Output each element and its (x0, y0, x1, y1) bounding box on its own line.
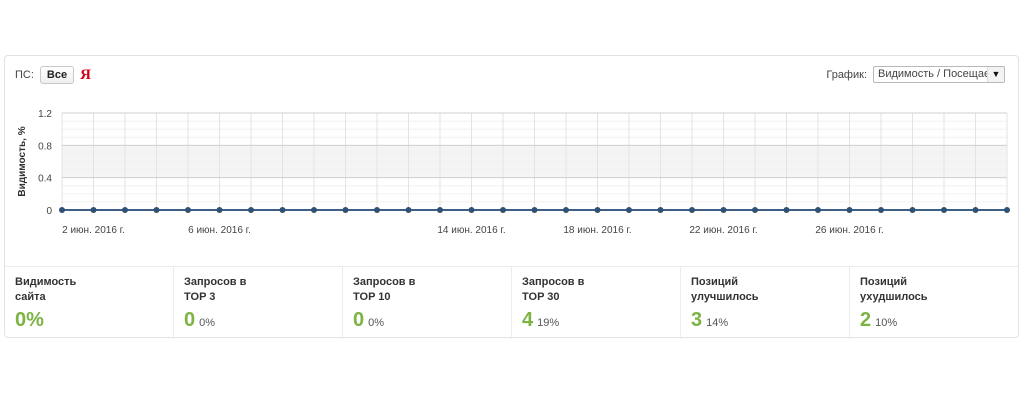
graph-selector: График: Видимость / Посещаемость ▼ (826, 66, 1005, 83)
data-point (122, 207, 128, 213)
stat-cell: Позиций улучшилось 3 14% (680, 267, 849, 339)
stat-value: 0% (15, 309, 44, 331)
data-point (153, 207, 160, 213)
stat-label: Видимость сайта (15, 276, 77, 303)
stat-percent: 14% (706, 317, 729, 329)
x-tick-label: 6 июн. 2016 г. (188, 225, 251, 236)
stat-percent: 10% (875, 317, 898, 329)
y-tick-label: 1.2 (38, 109, 52, 120)
stat-cell: Запросов в TOP 10 0 0% (342, 267, 511, 339)
data-point (846, 207, 853, 213)
ps-label: ПС: (15, 69, 34, 81)
data-point (878, 207, 884, 213)
data-point (563, 207, 569, 213)
stat-label: Запросов в TOP 10 (353, 276, 416, 303)
chevron-down-icon[interactable]: ▼ (987, 67, 1004, 82)
data-point (59, 207, 65, 213)
stat-percent: 19% (537, 317, 560, 329)
all-engines-button[interactable]: Все (39, 66, 75, 84)
stat-label: Позиций улучшилось (691, 276, 759, 303)
data-point (185, 207, 191, 213)
data-point (720, 207, 727, 213)
data-point (909, 207, 916, 213)
x-tick-label: 2 июн. 2016 г. (62, 225, 125, 236)
data-point (248, 207, 254, 213)
data-point (216, 207, 223, 213)
x-tick-label: 26 июн. 2016 г. (815, 225, 883, 236)
yandex-icon[interactable]: Я (80, 66, 91, 83)
x-tick-label: 18 июн. 2016 г. (563, 225, 631, 236)
graph-label: График: (826, 68, 867, 81)
y-tick-label: 0.4 (38, 174, 52, 185)
data-point (279, 207, 286, 213)
visibility-chart: 1.2 0.8 0.4 0 Видимость, % 2 июн. 2016 г. 6 ию… (17, 109, 1010, 236)
stat-value: 0 (353, 309, 365, 331)
data-point (941, 207, 947, 213)
search-engine-filter: ПС: Все Я (15, 64, 91, 86)
data-point (90, 207, 97, 213)
data-point (752, 207, 758, 213)
stat-cell: Запросов в TOP 30 4 19% (511, 267, 680, 339)
stat-percent: 0% (199, 317, 216, 329)
data-point (689, 207, 695, 213)
y-tick-label: 0 (46, 206, 52, 217)
data-point (311, 207, 317, 213)
stat-cell: Позиций ухудшилось 2 10% (849, 267, 1018, 339)
data-point (531, 207, 538, 213)
data-point (405, 207, 412, 213)
y-tick-label: 0.8 (38, 141, 52, 152)
data-point (626, 207, 632, 213)
x-tick-label: 22 июн. 2016 г. (689, 225, 757, 236)
graph-type-value: Видимость / Посещаемость (878, 68, 1004, 80)
data-point (783, 207, 790, 213)
stat-label: Запросов в TOP 30 (522, 276, 585, 303)
stat-cell: Запросов в TOP 3 0 0% (173, 267, 342, 339)
y-axis-label: Видимость, % (17, 126, 28, 196)
data-point (437, 207, 443, 213)
stat-label: Позиций ухудшилось (860, 276, 928, 303)
visibility-panel: ПС: Все Я График: Видимость / Посещаемос… (4, 55, 1019, 339)
stat-cell: Видимость сайта 0% (5, 267, 173, 339)
data-point (594, 207, 601, 213)
stat-value: 2 (860, 309, 872, 331)
data-point (1004, 207, 1010, 213)
stat-label: Запросов в TOP 3 (184, 276, 247, 303)
data-point (500, 207, 506, 213)
stat-value: 3 (691, 309, 703, 331)
x-tick-label: 14 июн. 2016 г. (437, 225, 505, 236)
data-point (657, 207, 664, 213)
stat-value: 4 (522, 309, 534, 331)
data-point (972, 207, 979, 213)
stats-row: Видимость сайта 0% Запросов в TOP 3 0 0% Запр… (5, 266, 1018, 339)
stat-percent: 0% (368, 317, 385, 329)
data-point (468, 207, 475, 213)
data-point (342, 207, 349, 213)
data-point (374, 207, 380, 213)
stat-value: 0 (184, 309, 196, 331)
graph-type-select[interactable]: Видимость / Посещаемость ▼ (873, 66, 1005, 83)
data-point (815, 207, 821, 213)
